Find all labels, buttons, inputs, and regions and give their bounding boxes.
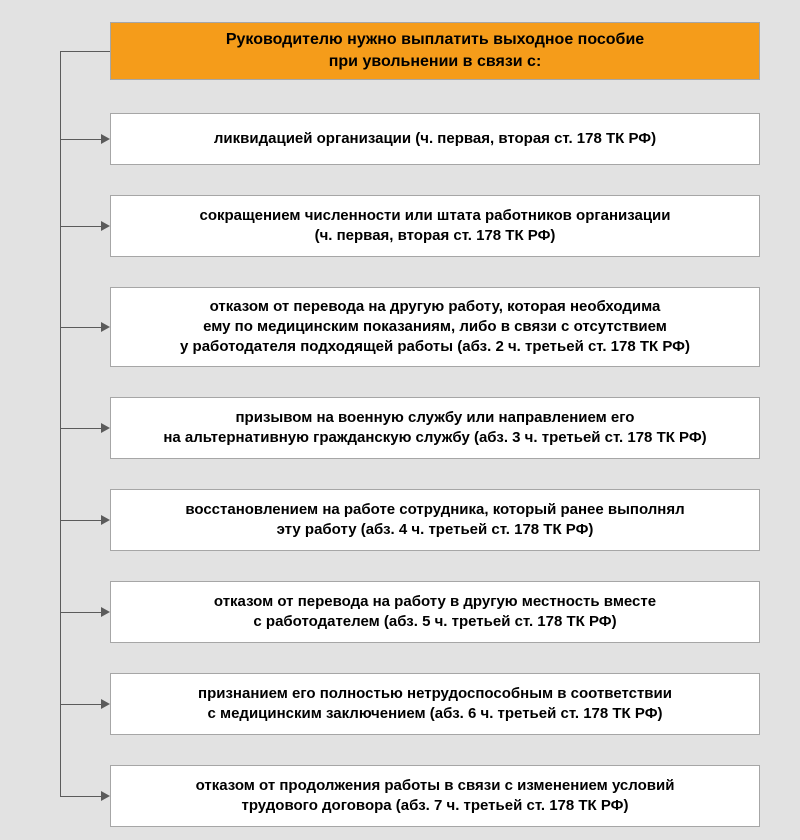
connector-line (60, 226, 101, 227)
arrow-right-icon (101, 134, 110, 144)
item-box-8: отказом от продолжения работы в связи с … (110, 765, 760, 827)
connector-line (60, 428, 101, 429)
arrow-right-icon (101, 515, 110, 525)
connector-line (60, 612, 101, 613)
item-box-7: признанием его полностью нетрудоспособны… (110, 673, 760, 735)
item-box-1: ликвидацией организации (ч. первая, втор… (110, 113, 760, 165)
connector-line (60, 327, 101, 328)
arrow-right-icon (101, 791, 110, 801)
connector-line (60, 796, 101, 797)
arrow-right-icon (101, 423, 110, 433)
arrow-right-icon (101, 322, 110, 332)
item-box-6: отказом от перевода на работу в другую м… (110, 581, 760, 643)
item-box-3: отказом от перевода на другую работу, ко… (110, 287, 760, 367)
header-box: Руководителю нужно выплатить выходное по… (110, 22, 760, 80)
item-box-4: призывом на военную службу или направлен… (110, 397, 760, 459)
arrow-right-icon (101, 607, 110, 617)
connector-line (60, 139, 101, 140)
trunk-line (60, 51, 61, 797)
arrow-right-icon (101, 699, 110, 709)
connector-line (60, 51, 110, 52)
arrow-right-icon (101, 221, 110, 231)
item-box-2: сокращением численности или штата работн… (110, 195, 760, 257)
connector-line (60, 520, 101, 521)
diagram-canvas: Руководителю нужно выплатить выходное по… (0, 0, 800, 840)
item-box-5: восстановлением на работе сотрудника, ко… (110, 489, 760, 551)
connector-line (60, 704, 101, 705)
